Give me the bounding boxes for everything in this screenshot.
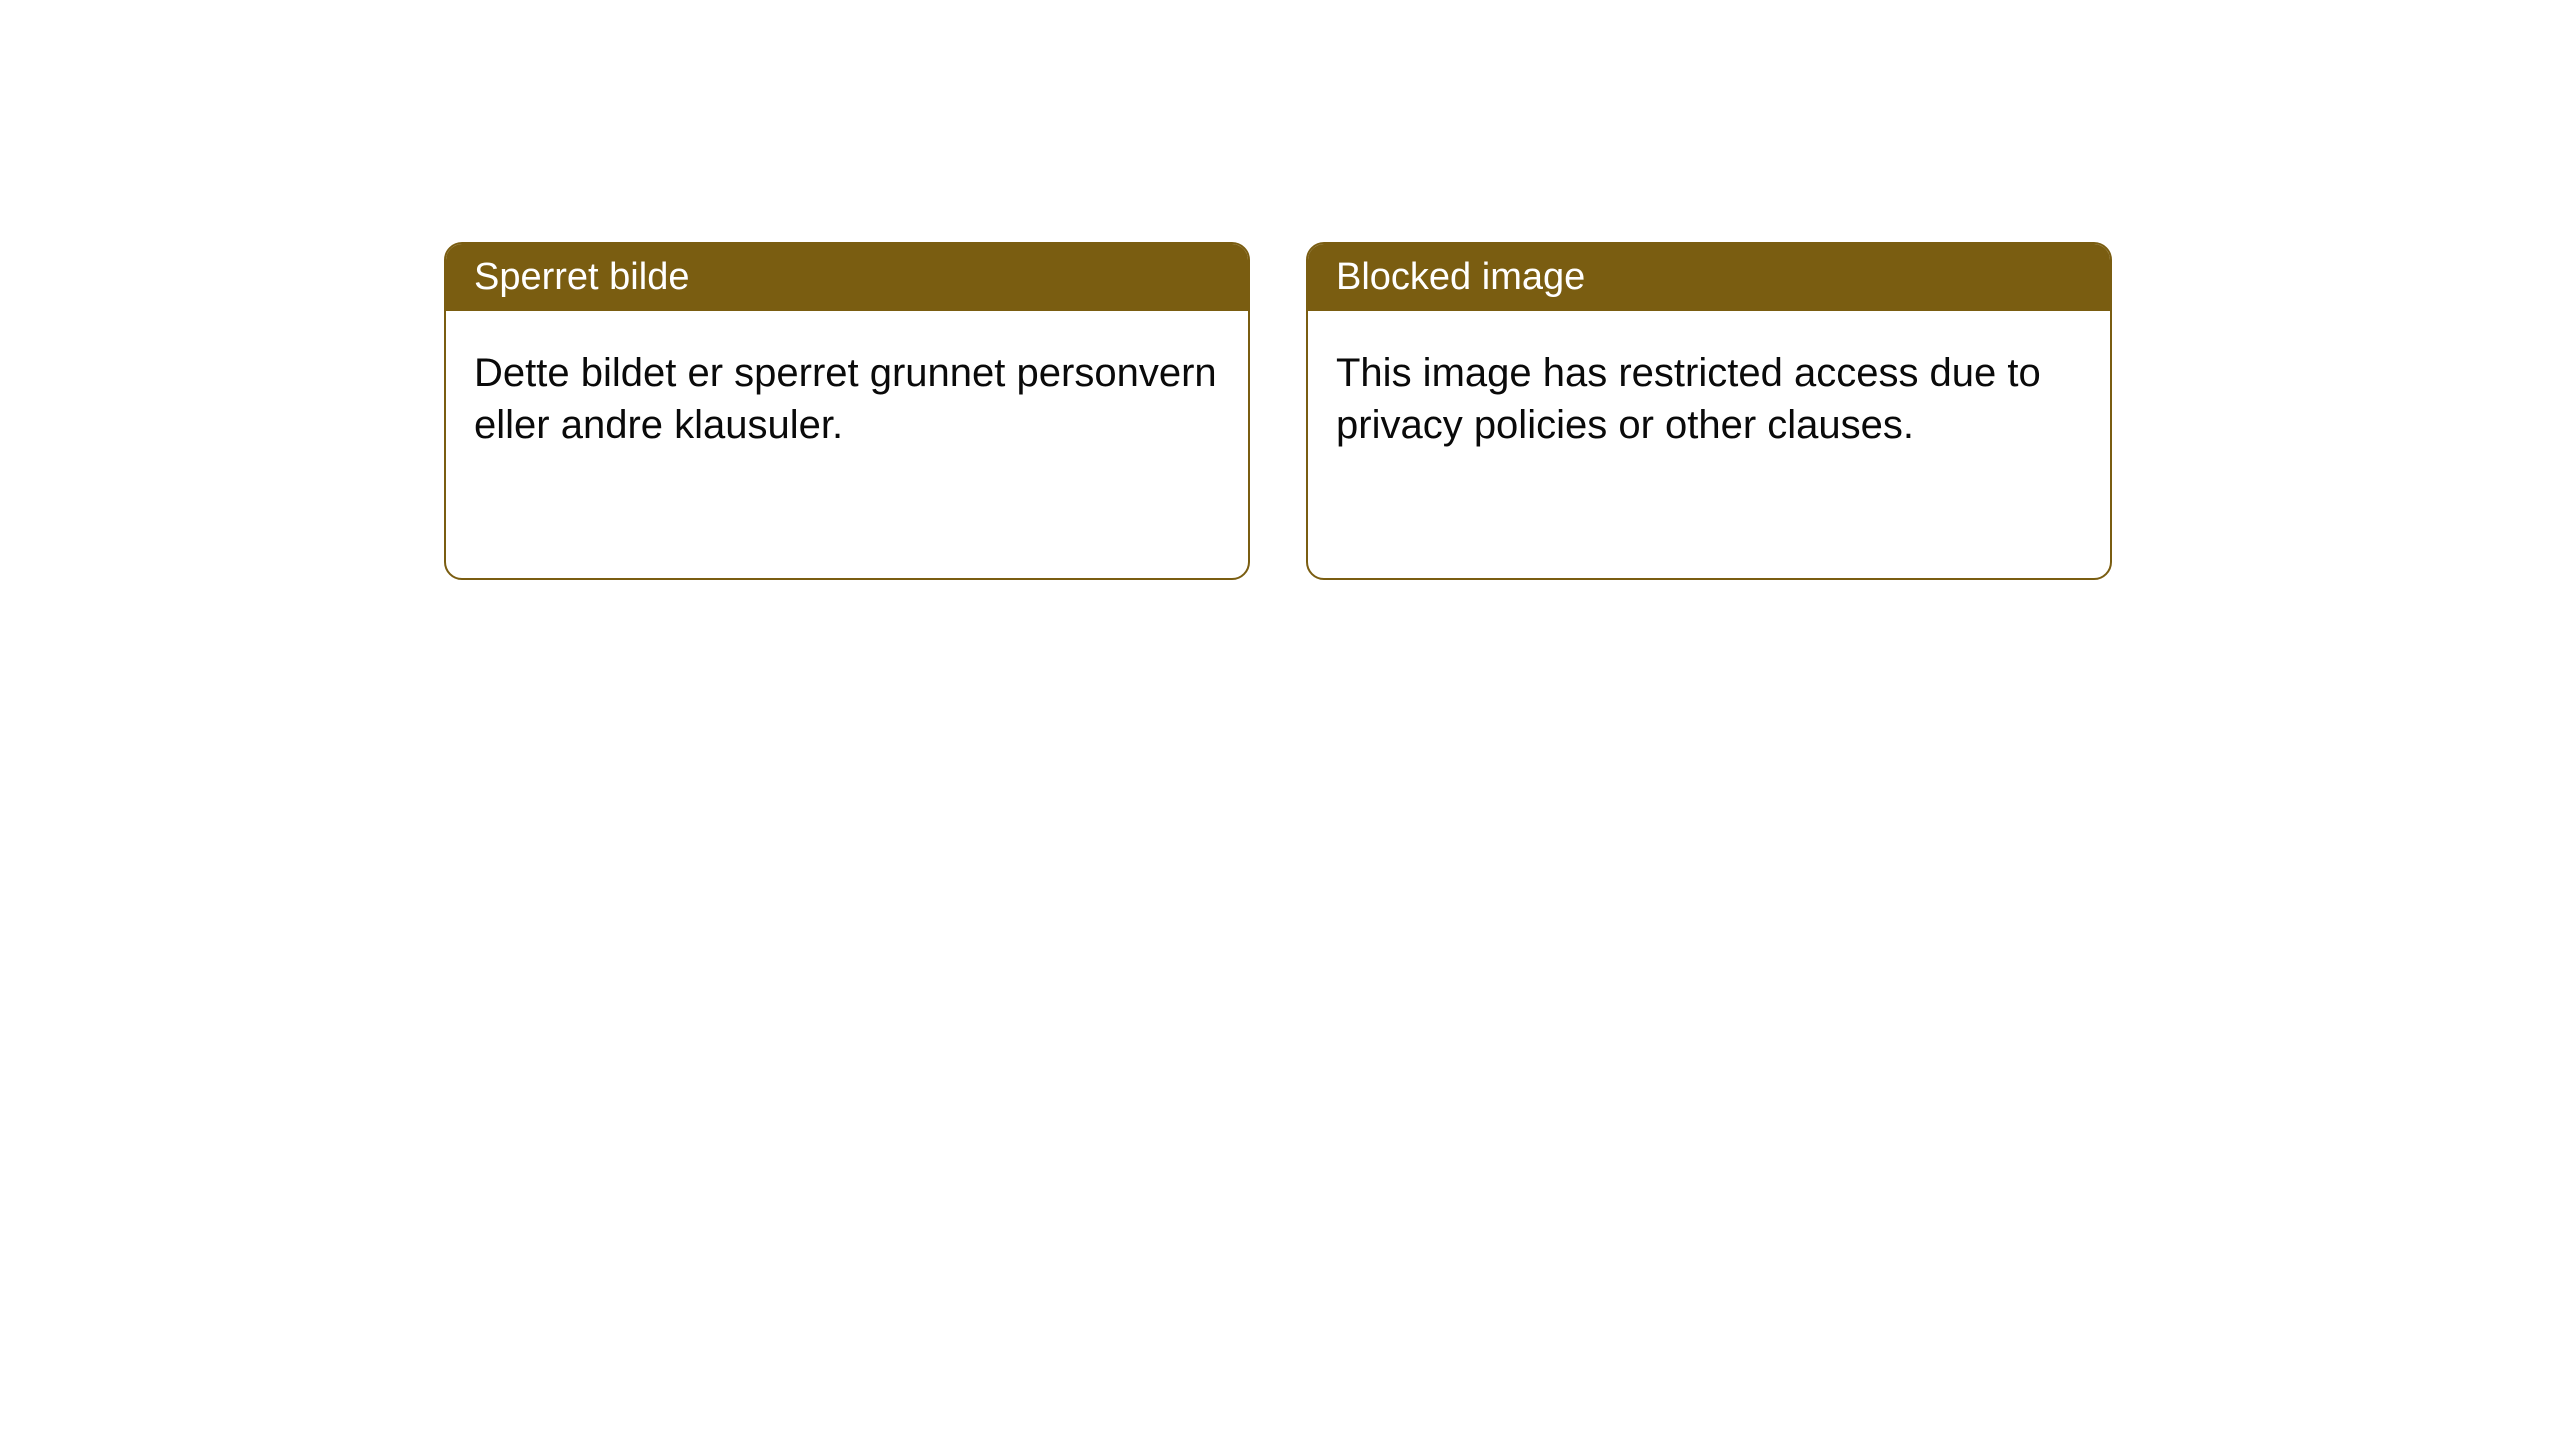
blocked-image-card-en: Blocked image This image has restricted …: [1306, 242, 2112, 580]
card-body-en: This image has restricted access due to …: [1308, 311, 2110, 487]
card-body-text-en: This image has restricted access due to …: [1336, 351, 2041, 447]
card-title-no: Sperret bilde: [474, 256, 689, 298]
card-body-no: Dette bildet er sperret grunnet personve…: [446, 311, 1248, 487]
blocked-image-card-no: Sperret bilde Dette bildet er sperret gr…: [444, 242, 1250, 580]
card-title-en: Blocked image: [1336, 256, 1585, 298]
card-header-en: Blocked image: [1308, 244, 2110, 311]
card-body-text-no: Dette bildet er sperret grunnet personve…: [474, 351, 1217, 447]
cards-container: Sperret bilde Dette bildet er sperret gr…: [0, 0, 2560, 580]
card-header-no: Sperret bilde: [446, 244, 1248, 311]
